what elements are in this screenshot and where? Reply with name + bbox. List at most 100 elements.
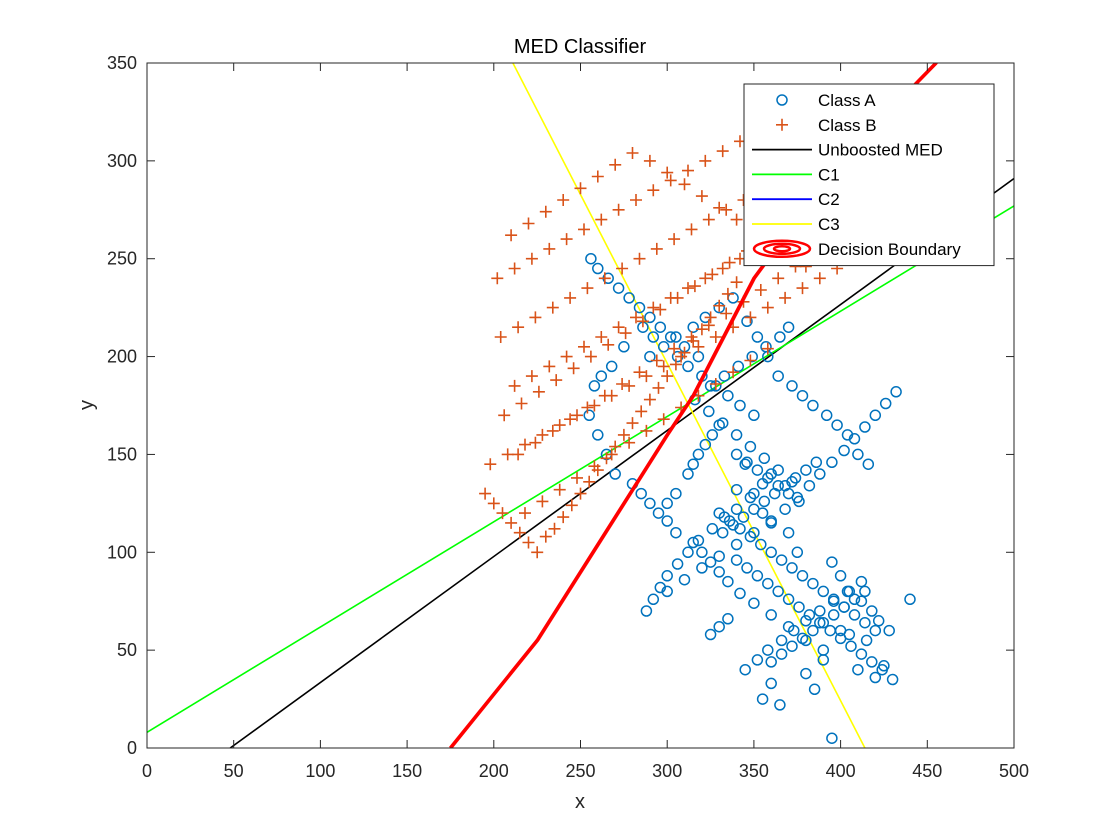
class-a-point [654, 321, 667, 333]
class-a-point [869, 624, 882, 637]
class-b-point [616, 378, 629, 390]
class-a-point [855, 648, 868, 660]
class-b-point [630, 311, 642, 324]
y-tick-label: 200 [107, 347, 137, 367]
class-a-point [748, 487, 760, 500]
class-b-point [643, 154, 656, 167]
class-b-point [525, 370, 538, 383]
class-b-point [525, 252, 538, 265]
class-a-point [758, 495, 771, 508]
class-a-point [886, 673, 899, 686]
class-a-point [772, 585, 784, 598]
class-b-point [595, 331, 608, 343]
class-a-point [748, 409, 760, 422]
class-a-point [774, 331, 786, 343]
class-b-point [557, 511, 570, 524]
class-a-point [588, 380, 601, 392]
class-b-point [560, 350, 573, 363]
class-b-point [505, 229, 518, 242]
x-tick-label: 300 [652, 761, 682, 781]
class-a-point [704, 556, 717, 568]
class-a-point [841, 585, 854, 598]
x-tick-label: 500 [999, 761, 1029, 781]
class-b-point [716, 262, 729, 275]
y-tick-label: 350 [107, 53, 137, 73]
class-a-point [782, 526, 795, 539]
class-b-point [744, 354, 757, 367]
class-b-point [571, 471, 583, 484]
class-a-point [774, 699, 786, 711]
class-a-point [703, 405, 715, 418]
class-b-point [487, 497, 500, 510]
class-a-point [845, 640, 857, 652]
class-a-point [807, 624, 819, 637]
class-b-point [494, 331, 507, 343]
class-b-point [546, 424, 559, 437]
class-a-point [696, 546, 708, 559]
y-tick-label: 300 [107, 151, 137, 171]
legend-label-6: Decision Boundary [818, 240, 961, 259]
x-tick-label: 0 [142, 761, 152, 781]
class-b-point [508, 379, 521, 392]
class-a-point [834, 632, 847, 645]
class-b-point [484, 458, 497, 471]
class-a-point [699, 438, 712, 451]
class-a-point [807, 577, 819, 590]
class-a-point [670, 331, 682, 343]
class-b-point [633, 366, 646, 379]
class-b-point [720, 307, 733, 320]
class-b-point [685, 223, 698, 236]
x-tick-label: 450 [912, 761, 942, 781]
class-a-point [866, 656, 878, 668]
class-b-point [512, 448, 525, 461]
class-a-point [786, 562, 798, 574]
class-a-point [793, 601, 805, 613]
class-b-point [727, 366, 740, 379]
class-b-point [721, 287, 734, 300]
class-b-point [616, 262, 629, 275]
class-b-point [519, 507, 531, 520]
class-a-point [817, 585, 830, 598]
class-a-point [692, 448, 705, 461]
class-b-point [636, 315, 649, 328]
class-b-point [498, 409, 511, 422]
class-a-point [583, 409, 595, 422]
class-a-point [618, 341, 630, 353]
class-a-point [744, 440, 757, 453]
class-a-point [730, 448, 743, 461]
class-a-point [826, 556, 838, 568]
class-b-point [671, 291, 684, 304]
class-a-point [682, 546, 694, 559]
class-a-point [756, 693, 769, 705]
class-a-point [592, 262, 604, 275]
legend-swatch-boundary-mid [762, 242, 802, 256]
class-a-point [838, 444, 850, 457]
y-tick-label: 50 [117, 640, 137, 660]
class-a-point [810, 456, 823, 469]
class-a-point [713, 566, 725, 578]
x-tick-label: 150 [392, 761, 422, 781]
class-b-point [605, 448, 618, 461]
x-tick-label: 100 [305, 761, 335, 781]
class-b-point [695, 190, 708, 203]
class-b-point [669, 358, 682, 371]
class-b-point [650, 354, 663, 367]
class-a-point [860, 634, 873, 647]
class-b-point [529, 436, 542, 449]
x-axis-title: x [575, 791, 585, 813]
class-a-point [758, 452, 771, 465]
class-a-point [687, 321, 699, 333]
class-b-point [675, 350, 688, 363]
class-a-point [716, 526, 729, 539]
class-a-point [772, 479, 784, 492]
legend-label-0: Class A [818, 91, 876, 110]
class-a-point [751, 654, 764, 666]
class-b-point [496, 507, 509, 520]
class-b-point [550, 374, 563, 387]
class-b-point [623, 379, 636, 392]
class-b-point [567, 362, 580, 375]
legend-swatch-boundary-inner [772, 245, 792, 253]
class-b-point [635, 405, 648, 418]
class-b-point [702, 319, 715, 332]
class-b-point [560, 233, 573, 246]
